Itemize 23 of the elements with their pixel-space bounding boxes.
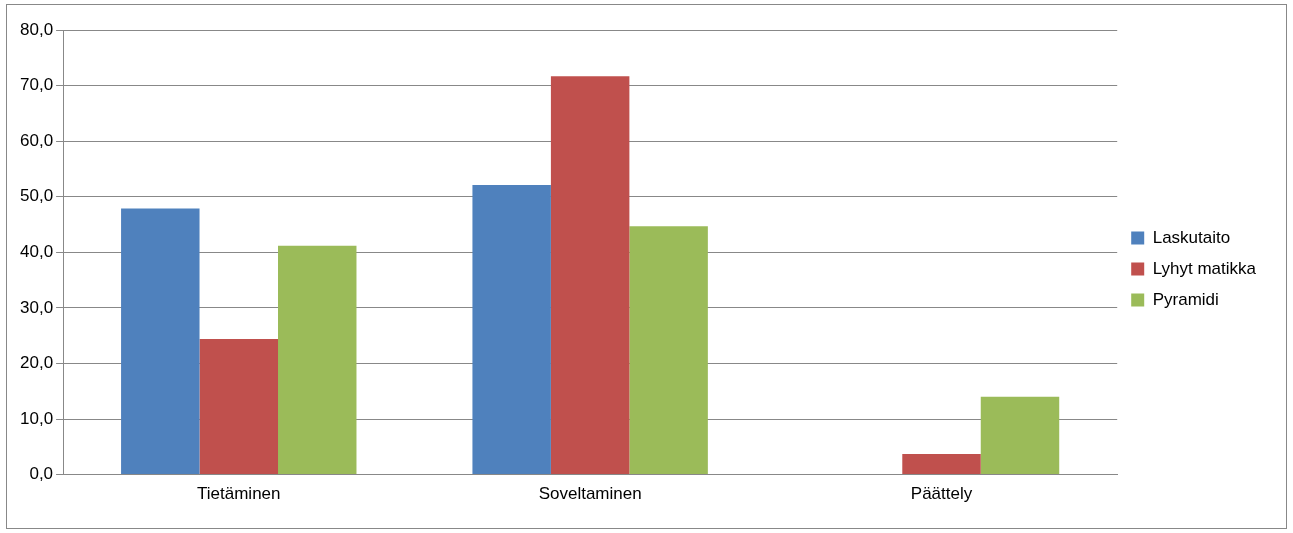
bar bbox=[902, 454, 981, 475]
legend-label: Laskutaito bbox=[1152, 227, 1231, 247]
y-tick-label: 80,0 bbox=[19, 19, 54, 39]
x-tick-label: Soveltaminen bbox=[538, 484, 642, 504]
bar bbox=[278, 245, 357, 475]
x-tick-label: Päättely bbox=[910, 484, 973, 504]
x-tick-label: Tietäminen bbox=[197, 484, 281, 504]
y-tick-label: 70,0 bbox=[19, 75, 54, 95]
y-tick-label: 40,0 bbox=[19, 241, 54, 261]
bar bbox=[472, 185, 551, 475]
bar bbox=[199, 339, 279, 475]
legend-label: Lyhyt matikka bbox=[1152, 258, 1257, 278]
y-tick-label: 60,0 bbox=[19, 130, 54, 150]
y-tick-label: 30,0 bbox=[19, 297, 54, 317]
bar bbox=[629, 226, 708, 475]
bar bbox=[980, 396, 1060, 475]
bar bbox=[550, 76, 630, 475]
bar bbox=[121, 208, 200, 475]
y-tick-label: 50,0 bbox=[19, 186, 54, 206]
legend-label: Pyramidi bbox=[1152, 289, 1219, 309]
y-tick-label: 10,0 bbox=[19, 408, 54, 428]
y-tick-label: 0,0 bbox=[29, 464, 54, 484]
y-tick-label: 20,0 bbox=[19, 353, 54, 373]
